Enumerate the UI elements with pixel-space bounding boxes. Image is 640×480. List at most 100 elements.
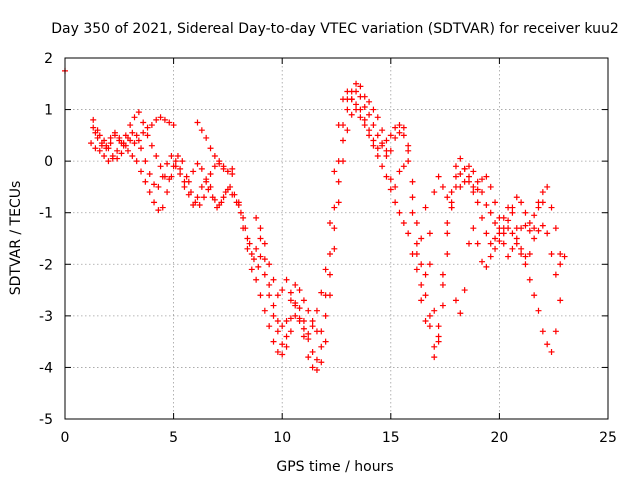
data-point <box>96 147 103 154</box>
data-point <box>172 158 179 165</box>
data-point <box>487 183 494 190</box>
data-point <box>557 261 564 268</box>
data-point <box>548 348 555 355</box>
data-point <box>107 134 114 141</box>
data-point <box>409 178 416 185</box>
data-point <box>500 225 507 232</box>
y-tick-label: -4 <box>39 360 53 376</box>
data-point <box>174 152 181 159</box>
data-point <box>274 348 281 355</box>
data-point <box>492 220 499 227</box>
data-point <box>465 163 472 170</box>
data-point <box>322 338 329 345</box>
data-point <box>218 199 225 206</box>
data-point <box>114 155 121 162</box>
data-point <box>422 204 429 211</box>
data-point <box>340 96 347 103</box>
data-point <box>405 158 412 165</box>
data-point <box>287 289 294 296</box>
data-point <box>255 263 262 270</box>
data-point <box>309 348 316 355</box>
data-point <box>270 338 277 345</box>
data-point <box>92 129 99 136</box>
data-point <box>509 230 516 237</box>
data-point <box>266 261 273 268</box>
data-point <box>526 276 533 283</box>
x-tick-label: 25 <box>599 430 617 446</box>
data-point <box>400 163 407 170</box>
data-point <box>392 199 399 206</box>
data-point <box>148 142 155 149</box>
data-point <box>465 173 472 180</box>
y-tick-label: -2 <box>39 257 53 273</box>
data-point <box>185 178 192 185</box>
data-point <box>261 240 268 247</box>
axis-ticks <box>64 57 609 420</box>
data-point <box>101 152 108 159</box>
data-point <box>461 287 468 294</box>
data-point <box>505 253 512 260</box>
data-point <box>159 173 166 180</box>
data-point <box>522 261 529 268</box>
data-point <box>318 328 325 335</box>
data-point <box>207 145 214 152</box>
data-point <box>370 137 377 144</box>
data-point <box>370 142 377 149</box>
data-point <box>535 227 542 234</box>
data-point <box>479 189 486 196</box>
data-point <box>561 253 568 260</box>
data-point <box>287 328 294 335</box>
data-point <box>544 341 551 348</box>
data-point <box>309 364 316 371</box>
data-point <box>361 93 368 100</box>
data-point <box>413 240 420 247</box>
data-point <box>201 194 208 201</box>
data-point <box>444 250 451 257</box>
data-point <box>418 261 425 268</box>
data-point <box>439 271 446 278</box>
data-point <box>539 328 546 335</box>
data-point <box>318 289 325 296</box>
data-point <box>274 318 281 325</box>
data-point <box>405 230 412 237</box>
data-point <box>409 209 416 216</box>
data-point <box>526 250 533 257</box>
data-point <box>461 165 468 172</box>
data-point <box>544 230 551 237</box>
data-point <box>203 134 210 141</box>
data-point <box>168 152 175 159</box>
data-point <box>222 189 229 196</box>
data-point <box>457 171 464 178</box>
data-point <box>409 250 416 257</box>
data-point <box>138 145 145 152</box>
data-point <box>318 343 325 350</box>
data-point <box>305 336 312 343</box>
data-point <box>331 204 338 211</box>
data-point <box>431 307 438 314</box>
data-point <box>422 271 429 278</box>
y-tick-label: 2 <box>44 51 53 67</box>
data-point <box>452 163 459 170</box>
data-point <box>518 225 525 232</box>
data-point <box>279 287 286 294</box>
data-point <box>487 209 494 216</box>
data-point <box>261 307 268 314</box>
data-point <box>539 222 546 229</box>
data-point <box>135 109 142 116</box>
data-point <box>90 124 97 131</box>
data-point <box>170 122 177 129</box>
data-point <box>396 168 403 175</box>
y-tick-label: -3 <box>39 309 53 325</box>
data-point <box>465 178 472 185</box>
data-point <box>326 220 333 227</box>
data-point <box>353 101 360 108</box>
data-point <box>331 225 338 232</box>
data-point <box>344 106 351 113</box>
data-point <box>246 240 253 247</box>
data-point <box>244 245 251 252</box>
data-point <box>526 227 533 234</box>
data-point <box>231 191 238 198</box>
data-point <box>164 160 171 167</box>
data-point <box>379 127 386 134</box>
data-point <box>344 88 351 95</box>
